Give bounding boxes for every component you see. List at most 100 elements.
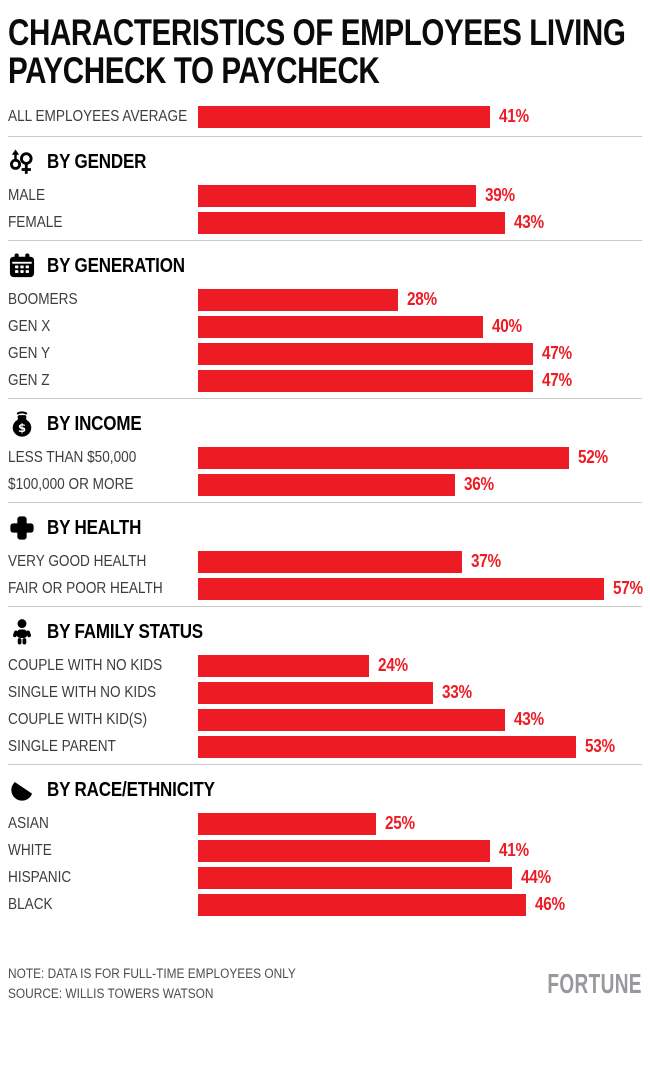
chart-row: MALE 39%	[8, 184, 642, 207]
bar-value-label: 47%	[542, 343, 572, 364]
ethnicity-circle-icon	[8, 776, 36, 804]
chart-sections: BY GENDER MALE 39% FEMALE 43% BY GENERATION BO…	[8, 135, 644, 916]
bar	[198, 866, 512, 889]
section-header: BY RACE/ETHNICITY	[8, 777, 642, 804]
bar-value-label: 43%	[513, 709, 544, 730]
bar	[198, 681, 434, 704]
section-header: BY GENERATION	[8, 253, 642, 280]
bar-value-label: 36%	[463, 474, 494, 495]
bar	[198, 315, 484, 338]
bar	[198, 735, 576, 758]
row-label: GEN X	[8, 317, 51, 335]
bar-value-label: 41%	[499, 840, 530, 861]
chart-row: FEMALE 43%	[8, 211, 642, 234]
row-label: SINGLE PARENT	[8, 737, 116, 755]
bar-value-label: 44%	[520, 867, 551, 888]
bar	[198, 446, 569, 469]
page-title-line1: CHARACTERISTICS OF EMPLOYEES LIVING	[8, 12, 626, 53]
average-row: ALL EMPLOYEES AVERAGE 41%	[8, 105, 642, 128]
row-label: GEN Z	[8, 371, 50, 389]
section-heading: BY HEALTH	[47, 516, 142, 539]
chart-row: GEN Z 47%	[8, 369, 642, 392]
average-row-label: ALL EMPLOYEES AVERAGE	[8, 107, 188, 125]
chart-row: VERY GOOD HEALTH 37%	[8, 550, 642, 573]
bar	[198, 211, 505, 234]
row-label: VERY GOOD HEALTH	[8, 552, 147, 570]
bar	[198, 839, 491, 862]
section-heading: BY GENDER	[47, 150, 147, 173]
row-label: BLACK	[8, 895, 53, 913]
row-label: ASIAN	[8, 814, 49, 832]
bar-value-label: 33%	[442, 682, 473, 703]
row-label: COUPLE WITH NO KIDS	[8, 656, 163, 674]
footer: NOTE: DATA IS FOR FULL-TIME EMPLOYEES ON…	[8, 964, 642, 1003]
row-label: HISPANIC	[8, 868, 72, 886]
section-header: BY FAMILY STATUS	[8, 619, 642, 646]
section-header: $ BY INCOME	[8, 411, 642, 438]
bar	[198, 708, 505, 731]
chart-row: COUPLE WITH NO KIDS 24%	[8, 654, 642, 677]
chart-row: $100,000 OR MORE 36%	[8, 473, 642, 496]
bar-value-label: 37%	[470, 551, 501, 572]
chart-row: SINGLE PARENT 53%	[8, 735, 642, 758]
source-line: SOURCE: WILLIS TOWERS WATSON	[8, 985, 214, 1001]
calendar-icon	[8, 252, 36, 280]
bar-value-label: 39%	[485, 185, 515, 206]
bar	[198, 288, 398, 311]
fortune-logo: FORTUNE	[547, 967, 642, 999]
bar	[198, 184, 477, 207]
bar	[198, 577, 605, 600]
chart-row: FAIR OR POOR HEALTH 57%	[8, 577, 644, 600]
chart-row: ASIAN 25%	[8, 812, 642, 835]
bar-value-label: 47%	[542, 370, 572, 391]
section-health: BY HEALTH VERY GOOD HEALTH 37% FAIR OR POOR…	[8, 501, 644, 600]
note-line: NOTE: DATA IS FOR FULL-TIME EMPLOYEES ON…	[8, 965, 296, 981]
chart-row: GEN X 40%	[8, 315, 642, 338]
svg-text:$: $	[18, 421, 26, 435]
section-header: BY GENDER	[8, 149, 642, 176]
bar-value-label: 25%	[385, 813, 416, 834]
section-family: BY FAMILY STATUS COUPLE WITH NO KIDS 24% SI…	[8, 605, 642, 758]
page-title-line2: PAYCHECK TO PAYCHECK	[8, 50, 380, 92]
bar-value-label: 57%	[613, 578, 644, 599]
row-label: $100,000 OR MORE	[8, 475, 134, 493]
section-heading: BY INCOME	[47, 412, 142, 435]
gender-icon	[8, 148, 36, 176]
bar-value-label: 43%	[513, 212, 544, 233]
average-bar	[198, 105, 491, 128]
row-label: MALE	[8, 186, 46, 204]
row-label: LESS THAN $50,000	[8, 448, 137, 466]
page-title: CHARACTERISTICS OF EMPLOYEES LIVING PAYC…	[8, 12, 642, 92]
row-label: COUPLE WITH KID(S)	[8, 710, 148, 728]
chart-row: WHITE 41%	[8, 839, 642, 862]
bar	[198, 550, 462, 573]
row-label: BOOMERS	[8, 290, 78, 308]
bar-value-label: 52%	[577, 447, 608, 468]
row-label: FEMALE	[8, 213, 63, 231]
bar-value-label: 28%	[406, 289, 437, 310]
section-income: $ BY INCOME LESS THAN $50,000 52% $100,000 O…	[8, 397, 642, 496]
bar-value-label: 40%	[492, 316, 523, 337]
bar-value-label: 53%	[584, 736, 615, 757]
chart-row: COUPLE WITH KID(S) 43%	[8, 708, 642, 731]
bar	[198, 812, 377, 835]
chart-row: SINGLE WITH NO KIDS 33%	[8, 681, 642, 704]
infographic-page: CHARACTERISTICS OF EMPLOYEES LIVING PAYC…	[0, 12, 650, 1003]
chart-row: LESS THAN $50,000 52%	[8, 446, 642, 469]
chart-row: HISPANIC 44%	[8, 866, 642, 889]
row-label: FAIR OR POOR HEALTH	[8, 579, 163, 597]
section-heading: BY RACE/ETHNICITY	[47, 778, 215, 801]
baby-icon	[8, 618, 36, 646]
bar-value-label: 24%	[378, 655, 408, 676]
money-bag-icon: $	[8, 410, 36, 438]
chart-row: BOOMERS 28%	[8, 288, 642, 311]
bar	[198, 654, 370, 677]
section-heading: BY GENERATION	[47, 254, 185, 277]
bar-value-label: 46%	[534, 894, 565, 915]
bar	[198, 473, 455, 496]
row-label: WHITE	[8, 841, 52, 859]
average-value-label: 41%	[499, 106, 530, 127]
chart-row: GEN Y 47%	[8, 342, 642, 365]
section-generation: BY GENERATION BOOMERS 28% GEN X 40% GEN Y 47% G…	[8, 239, 642, 392]
bar	[198, 342, 534, 365]
